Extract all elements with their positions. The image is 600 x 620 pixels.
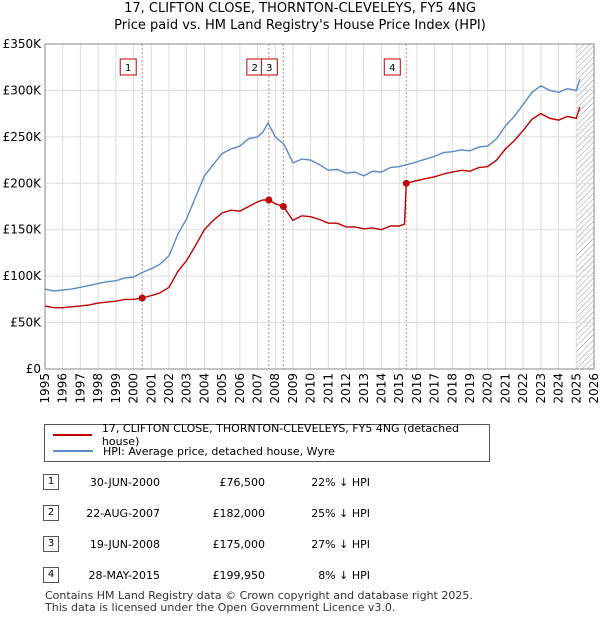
transaction-price: £199,950 [212, 569, 266, 582]
table-row: 4 28-MAY-2015 £199,950 8% ↓ HPI [0, 565, 600, 587]
x-tick-label: 2011 [321, 373, 335, 404]
sale-label: 1 [125, 63, 131, 74]
plot-area [45, 44, 594, 369]
plot-frame [44, 43, 595, 370]
x-tick-label: 2005 [215, 373, 229, 404]
sale-point [279, 203, 287, 210]
y-tick-label: £100K [3, 269, 43, 283]
y-tick-label: £350K [3, 37, 43, 51]
sale-label: 3 [266, 63, 272, 74]
y-tick-label: £200K [3, 176, 43, 190]
transaction-hpi-diff: 25% ↓ HPI [311, 507, 370, 520]
x-tick-label: 2023 [534, 373, 548, 404]
transaction-number: 2 [43, 505, 59, 521]
table-row: 2 22-AUG-2007 £182,000 25% ↓ HPI [0, 503, 600, 525]
x-tick-label: 2022 [516, 373, 530, 404]
x-tick-label: 2025 [569, 373, 583, 404]
x-tick-label: 2003 [180, 373, 194, 404]
legend-label-hpi: HPI: Average price, detached house, Wyre [103, 444, 335, 458]
forecast-hatch [576, 44, 594, 369]
chart-title: 17, CLIFTON CLOSE, THORNTON-CLEVELEYS, F… [124, 1, 476, 16]
x-tick-label: 2017 [428, 373, 442, 404]
x-tick-label: 2010 [304, 373, 318, 404]
transaction-date: 30-JUN-2000 [89, 476, 160, 489]
x-tick-label: 2000 [127, 373, 141, 404]
x-tick-label: 2004 [197, 373, 211, 404]
legend-swatch-property [53, 434, 92, 436]
y-tick-label: £50K [10, 316, 42, 330]
transaction-number: 4 [43, 567, 59, 583]
legend: 17, CLIFTON CLOSE, THORNTON-CLEVELEYS, F… [44, 422, 490, 462]
legend-swatch-hpi [53, 450, 93, 452]
transaction-date: 28-MAY-2015 [88, 569, 160, 582]
sale-point [402, 179, 410, 187]
sale-point [138, 294, 146, 302]
sale-label: 4 [389, 63, 395, 74]
x-tick-label: 2016 [410, 373, 424, 404]
y-tick-label: £300K [3, 83, 43, 97]
transaction-price: £76,500 [219, 476, 266, 489]
x-tick-label: 2018 [445, 373, 459, 404]
table-row: 1 30-JUN-2000 £76,500 22% ↓ HPI [0, 472, 600, 494]
x-tick-label: 2019 [463, 373, 477, 404]
transaction-hpi-diff: 8% ↓ HPI [318, 569, 370, 582]
transaction-number: 1 [43, 474, 59, 490]
y-tick-label: £250K [3, 130, 43, 144]
x-tick-label: 2021 [498, 373, 512, 404]
transaction-price: £175,000 [212, 538, 266, 551]
x-tick-label: 2013 [357, 373, 371, 404]
x-tick-label: 1999 [109, 373, 123, 404]
transaction-date: 22-AUG-2007 [86, 507, 160, 520]
property-price-line [44, 106, 581, 309]
sale-label: 2 [252, 63, 258, 74]
x-tick-label: 1998 [91, 373, 105, 404]
y-tick-label: £150K [3, 223, 43, 237]
x-tick-label: 2008 [268, 373, 282, 404]
x-tick-label: 2002 [162, 373, 176, 404]
y-tick-label: £0 [26, 362, 41, 376]
chart-subtitle: Price paid vs. HM Land Registry's House … [114, 18, 486, 33]
sale-label-box [260, 58, 278, 76]
footer: Contains HM Land Registry data © Crown c… [45, 590, 473, 614]
transaction-number: 3 [43, 536, 59, 552]
sale-label-box [119, 58, 137, 76]
x-tick-label: 2009 [286, 373, 300, 404]
hpi-line [44, 79, 581, 292]
legend-label-property: 17, CLIFTON CLOSE, THORNTON-CLEVELEYS, F… [101, 422, 459, 448]
x-tick-label: 2006 [233, 373, 247, 404]
x-tick-label: 1996 [56, 373, 70, 404]
sale-point [265, 196, 273, 204]
table-row: 3 19-JUN-2008 £175,000 27% ↓ HPI [0, 534, 600, 556]
legend-item-hpi: HPI: Average price, detached house, Wyre [53, 443, 335, 459]
x-tick-label: 2007 [251, 373, 265, 404]
transaction-hpi-diff: 27% ↓ HPI [311, 538, 370, 551]
price-chart: 1 2 3 4 £0 £50K £100K £150K £200K £250K £300K £350K… [3, 37, 600, 404]
x-tick-label: 2001 [144, 373, 158, 404]
legend-item-property: 17, CLIFTON CLOSE, THORNTON-CLEVELEYS, F… [53, 422, 489, 448]
x-tick-label: 2015 [392, 373, 406, 404]
x-tick-label: 2014 [374, 373, 388, 404]
footer-licence: This data is licensed under the Open Gov… [45, 601, 396, 614]
x-tick-label: 2024 [552, 373, 566, 404]
transaction-price: £182,000 [212, 507, 266, 520]
transaction-hpi-diff: 22% ↓ HPI [311, 476, 370, 489]
x-tick-label: 2012 [339, 373, 353, 404]
x-tick-label: 2020 [481, 373, 495, 404]
x-tick-label: 2026 [587, 373, 600, 404]
x-tick-label: 1995 [38, 373, 52, 404]
x-tick-label: 1997 [73, 373, 87, 404]
sale-label-box [383, 58, 401, 76]
footer-copyright: Contains HM Land Registry data © Crown c… [45, 589, 473, 602]
transaction-date: 19-JUN-2008 [89, 538, 160, 551]
